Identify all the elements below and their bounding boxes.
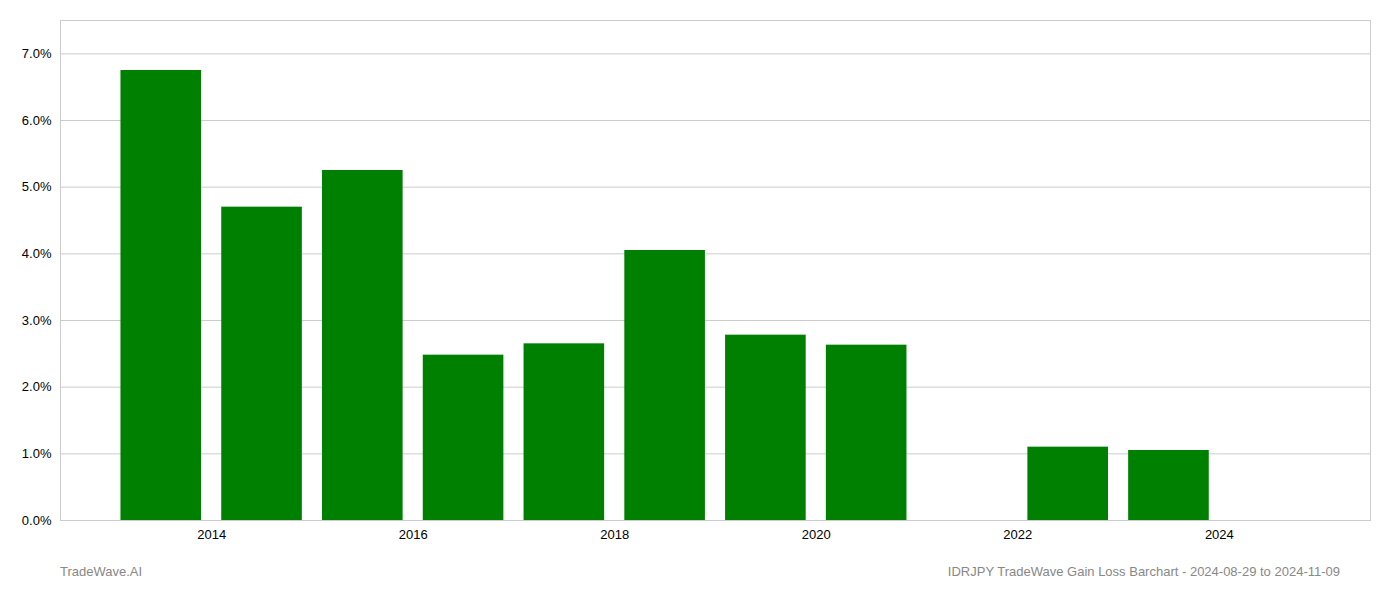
html-text:TradeWave.AI: TradeWave.AI xyxy=(60,564,143,579)
svg-text:7.0%: 7.0% xyxy=(22,46,52,61)
svg-text:2024: 2024 xyxy=(1205,527,1234,542)
svg-text:1.0%: 1.0% xyxy=(22,446,52,461)
svg-text:2022: 2022 xyxy=(1003,527,1032,542)
svg-text:2016: 2016 xyxy=(399,527,428,542)
svg-text:2018: 2018 xyxy=(600,527,629,542)
svg-text:6.0%: 6.0% xyxy=(22,113,52,128)
html-text:IDRJPY TradeWave Gain Loss Bar: IDRJPY TradeWave Gain Loss Barchart - 20… xyxy=(947,564,1340,579)
svg-text:2.0%: 2.0% xyxy=(22,379,52,394)
svg-text:5.0%: 5.0% xyxy=(22,179,52,194)
svg-text:0.0%: 0.0% xyxy=(22,513,52,528)
svg-text:2020: 2020 xyxy=(802,527,831,542)
svg-text:2014: 2014 xyxy=(197,527,226,542)
svg-text:3.0%: 3.0% xyxy=(22,313,52,328)
svg-text:4.0%: 4.0% xyxy=(22,246,52,261)
